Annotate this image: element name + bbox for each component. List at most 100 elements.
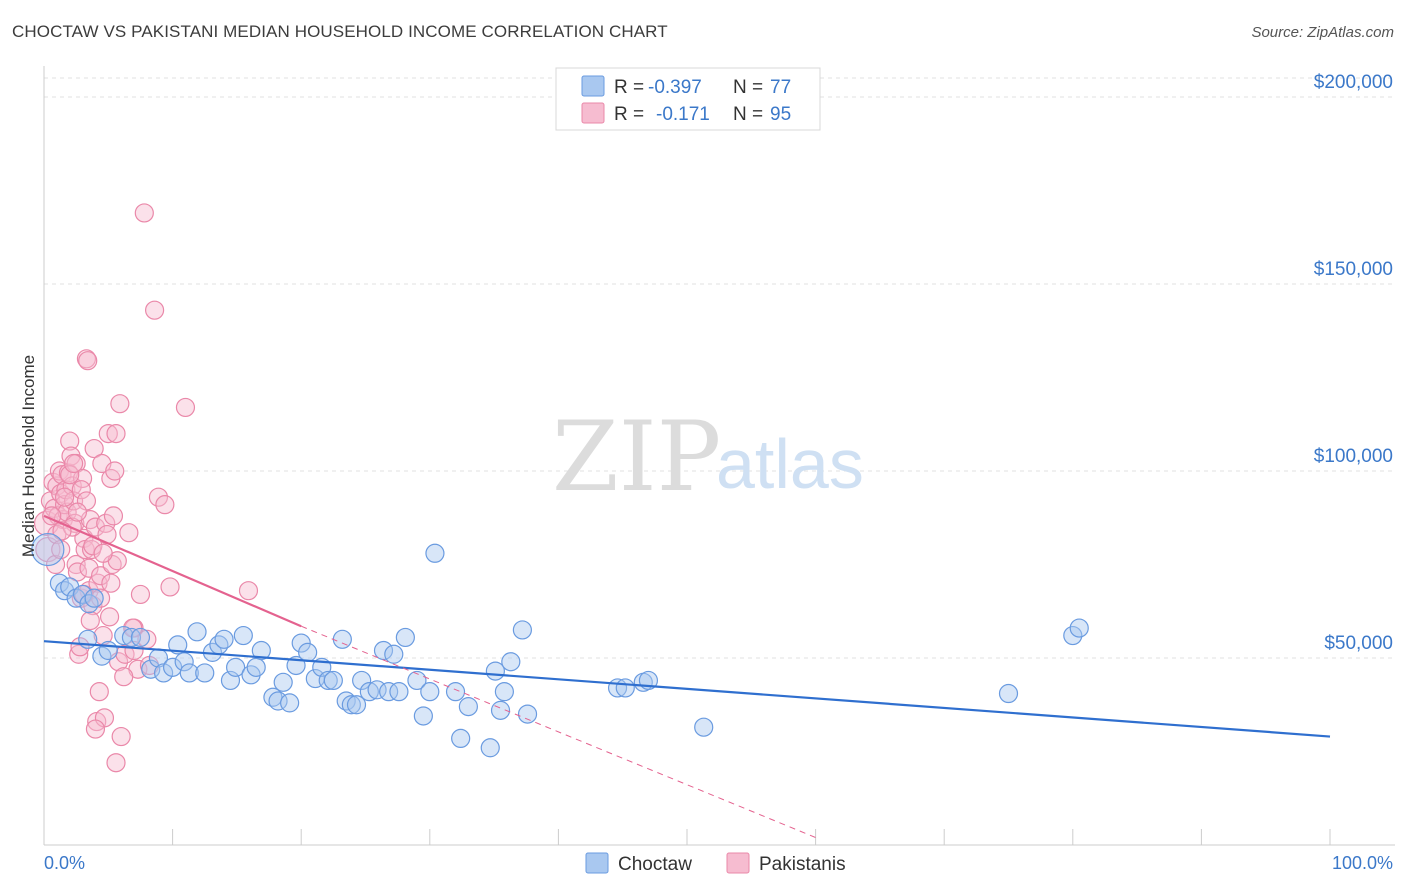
data-point-pakistanis bbox=[106, 424, 126, 444]
data-point-pakistanis bbox=[155, 495, 175, 515]
legend-swatch-choctaw bbox=[581, 75, 605, 97]
data-point-pakistanis bbox=[84, 438, 104, 459]
watermark-atlas: atlas bbox=[716, 425, 864, 503]
data-point-choctaw bbox=[512, 620, 532, 640]
data-point-pakistanis bbox=[78, 351, 98, 371]
data-point-choctaw bbox=[187, 622, 207, 642]
top-legend: R = -0.397 N = 77 R = -0.171 N = 95 bbox=[555, 67, 821, 131]
y-tick-label: $50,000 bbox=[1324, 633, 1393, 654]
y-tick-label: $200,000 bbox=[1314, 72, 1393, 93]
data-point-pakistanis bbox=[119, 523, 139, 543]
data-point-choctaw bbox=[114, 625, 134, 646]
data-point-choctaw bbox=[273, 672, 293, 692]
data-point-choctaw bbox=[84, 588, 104, 608]
data-point-choctaw bbox=[341, 695, 361, 715]
data-point-choctaw bbox=[346, 695, 367, 715]
series-layer bbox=[31, 203, 1089, 773]
data-point-choctaw bbox=[379, 682, 399, 702]
trend-layer bbox=[43, 514, 1331, 838]
x-tick-label: 0.0% bbox=[44, 853, 85, 873]
trend-extension-pakistanis bbox=[301, 625, 816, 838]
legend-n-value: 77 bbox=[770, 77, 791, 98]
y-tick-label: $100,000 bbox=[1314, 446, 1393, 467]
data-point-choctaw bbox=[141, 659, 161, 679]
chart-title: CHOCTAW VS PAKISTANI MEDIAN HOUSEHOLD IN… bbox=[12, 22, 668, 41]
bottom-legend-label-pakistanis: Pakistanis bbox=[759, 854, 846, 875]
legend-row-choctaw: R = -0.397 N = 77 bbox=[581, 75, 791, 98]
data-point-choctaw bbox=[458, 697, 478, 717]
data-point-pakistanis bbox=[148, 487, 169, 507]
data-point-pakistanis bbox=[85, 517, 106, 537]
data-point-pakistanis bbox=[93, 543, 113, 563]
data-point-choctaw bbox=[494, 682, 514, 702]
data-point-pakistanis bbox=[57, 502, 77, 522]
data-point-choctaw bbox=[98, 640, 118, 661]
data-point-pakistanis bbox=[85, 719, 106, 739]
data-point-choctaw bbox=[323, 670, 343, 691]
data-point-pakistanis bbox=[175, 397, 196, 418]
data-point-choctaw bbox=[336, 691, 356, 711]
data-point-pakistanis bbox=[79, 558, 99, 578]
legend-n-label: N = bbox=[733, 104, 763, 125]
data-point-pakistanis bbox=[63, 453, 84, 474]
y-tick-labels: $50,000 $100,000 $150,000 $200,000 bbox=[1314, 72, 1393, 654]
data-point-pakistanis bbox=[106, 753, 126, 773]
data-point-choctaw bbox=[174, 652, 194, 672]
legend-r-value: -0.397 bbox=[648, 77, 702, 98]
data-point-pakistanis bbox=[67, 562, 88, 582]
data-point-choctaw bbox=[384, 644, 404, 664]
bottom-legend: Choctaw Pakistanis bbox=[585, 852, 846, 875]
data-point-choctaw bbox=[72, 584, 93, 605]
data-point-choctaw bbox=[485, 661, 505, 681]
data-point-choctaw bbox=[168, 635, 188, 655]
data-point-choctaw bbox=[130, 627, 151, 648]
data-point-pakistanis bbox=[130, 584, 151, 605]
data-point-pakistanis bbox=[67, 502, 88, 522]
data-point-choctaw bbox=[214, 629, 234, 649]
data-point-pakistanis bbox=[134, 203, 154, 223]
data-point-choctaw bbox=[298, 642, 318, 662]
data-point-choctaw bbox=[1063, 625, 1083, 646]
legend-n-value: 95 bbox=[770, 104, 791, 125]
data-point-choctaw bbox=[615, 678, 635, 698]
data-point-pakistanis bbox=[114, 667, 134, 687]
data-point-choctaw bbox=[332, 629, 352, 649]
data-point-choctaw bbox=[389, 682, 409, 702]
data-point-pakistanis bbox=[105, 461, 125, 481]
data-point-choctaw bbox=[179, 663, 199, 683]
data-point-choctaw bbox=[395, 627, 415, 648]
data-point-pakistanis bbox=[71, 480, 91, 500]
data-point-choctaw bbox=[251, 640, 271, 661]
data-point-choctaw bbox=[425, 543, 445, 563]
data-point-choctaw bbox=[445, 682, 466, 702]
legend-swatch-pakistanis bbox=[581, 102, 605, 124]
legend-r-label: R = bbox=[614, 77, 644, 98]
data-point-pakistanis bbox=[238, 581, 259, 601]
data-point-choctaw bbox=[79, 594, 99, 614]
data-point-choctaw bbox=[998, 683, 1019, 704]
data-point-pakistanis bbox=[103, 506, 124, 526]
data-point-choctaw bbox=[226, 657, 246, 677]
data-point-choctaw bbox=[246, 657, 266, 677]
watermark: ZIP atlas bbox=[552, 401, 864, 513]
y-axis-label: Median Household Income bbox=[19, 355, 38, 557]
data-point-pakistanis bbox=[101, 573, 121, 593]
watermark-zip: ZIP bbox=[552, 401, 721, 513]
data-point-choctaw bbox=[54, 581, 75, 601]
axes bbox=[43, 66, 1395, 846]
data-point-choctaw bbox=[501, 652, 521, 672]
data-point-pakistanis bbox=[60, 465, 80, 485]
data-point-pakistanis bbox=[110, 394, 130, 414]
data-point-pakistanis bbox=[144, 300, 165, 320]
data-point-choctaw bbox=[407, 670, 427, 691]
data-point-pakistanis bbox=[69, 644, 89, 664]
data-point-choctaw bbox=[413, 706, 433, 726]
data-point-choctaw bbox=[694, 717, 714, 737]
legend-r-value: -0.171 bbox=[656, 104, 710, 125]
data-point-pakistanis bbox=[111, 726, 131, 747]
data-point-choctaw bbox=[291, 633, 311, 653]
x-tick-label: 100.0% bbox=[1332, 853, 1393, 873]
source-label: Source: ZipAtlas.com bbox=[1251, 24, 1394, 41]
data-point-pakistanis bbox=[60, 431, 80, 451]
